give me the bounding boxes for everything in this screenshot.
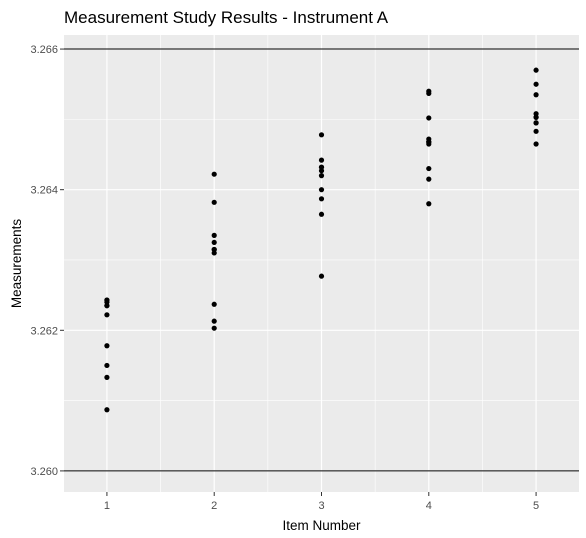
data-point [104, 362, 110, 369]
x-tick-label: 2 [211, 500, 217, 512]
data-point [211, 301, 217, 307]
data-point [318, 164, 325, 170]
data-point [104, 312, 110, 318]
data-point [533, 120, 539, 126]
data-point [533, 128, 539, 134]
data-point [104, 303, 110, 309]
data-point [533, 114, 539, 120]
data-point [318, 196, 325, 202]
data-point [533, 92, 539, 98]
x-tick-label: 5 [533, 500, 539, 512]
data-point [426, 176, 432, 182]
data-point [318, 273, 325, 279]
data-point [104, 297, 110, 303]
data-point [426, 139, 432, 145]
y-tick-label: 3.262 [30, 325, 58, 337]
y-tick-label: 3.260 [30, 466, 58, 478]
data-point [211, 199, 217, 205]
data-point [318, 187, 325, 193]
data-point [104, 407, 110, 413]
data-points [104, 67, 539, 413]
data-point [426, 115, 432, 121]
reference-lines [64, 48, 579, 472]
data-point [426, 201, 432, 207]
data-point [104, 374, 110, 380]
data-point [211, 325, 217, 331]
data-point [426, 165, 432, 172]
chart-title: Measurement Study Results - Instrument A [64, 8, 389, 27]
data-point [211, 171, 217, 177]
data-point [533, 67, 539, 73]
y-axis-ticks: 3.260 3.262 3.264 3.266 [30, 44, 64, 478]
y-tick-label: 3.264 [30, 185, 58, 197]
x-tick-label: 4 [426, 500, 432, 512]
y-tick-label: 3.266 [30, 44, 58, 56]
y-axis-title: Measurements [9, 219, 24, 309]
data-point [318, 211, 325, 217]
x-tick-label: 1 [104, 500, 110, 512]
data-point [533, 81, 539, 87]
data-point [318, 157, 325, 163]
data-point [211, 318, 217, 324]
data-point [533, 141, 539, 147]
data-point [104, 343, 110, 349]
data-point [426, 90, 432, 96]
x-axis-ticks: 1 2 3 4 5 [104, 492, 539, 512]
x-tick-label: 3 [318, 500, 324, 512]
data-point [211, 246, 217, 253]
x-axis-title: Item Number [282, 518, 361, 533]
data-point [318, 173, 325, 179]
data-point [211, 239, 217, 246]
data-point [211, 232, 217, 238]
data-point [318, 132, 325, 138]
